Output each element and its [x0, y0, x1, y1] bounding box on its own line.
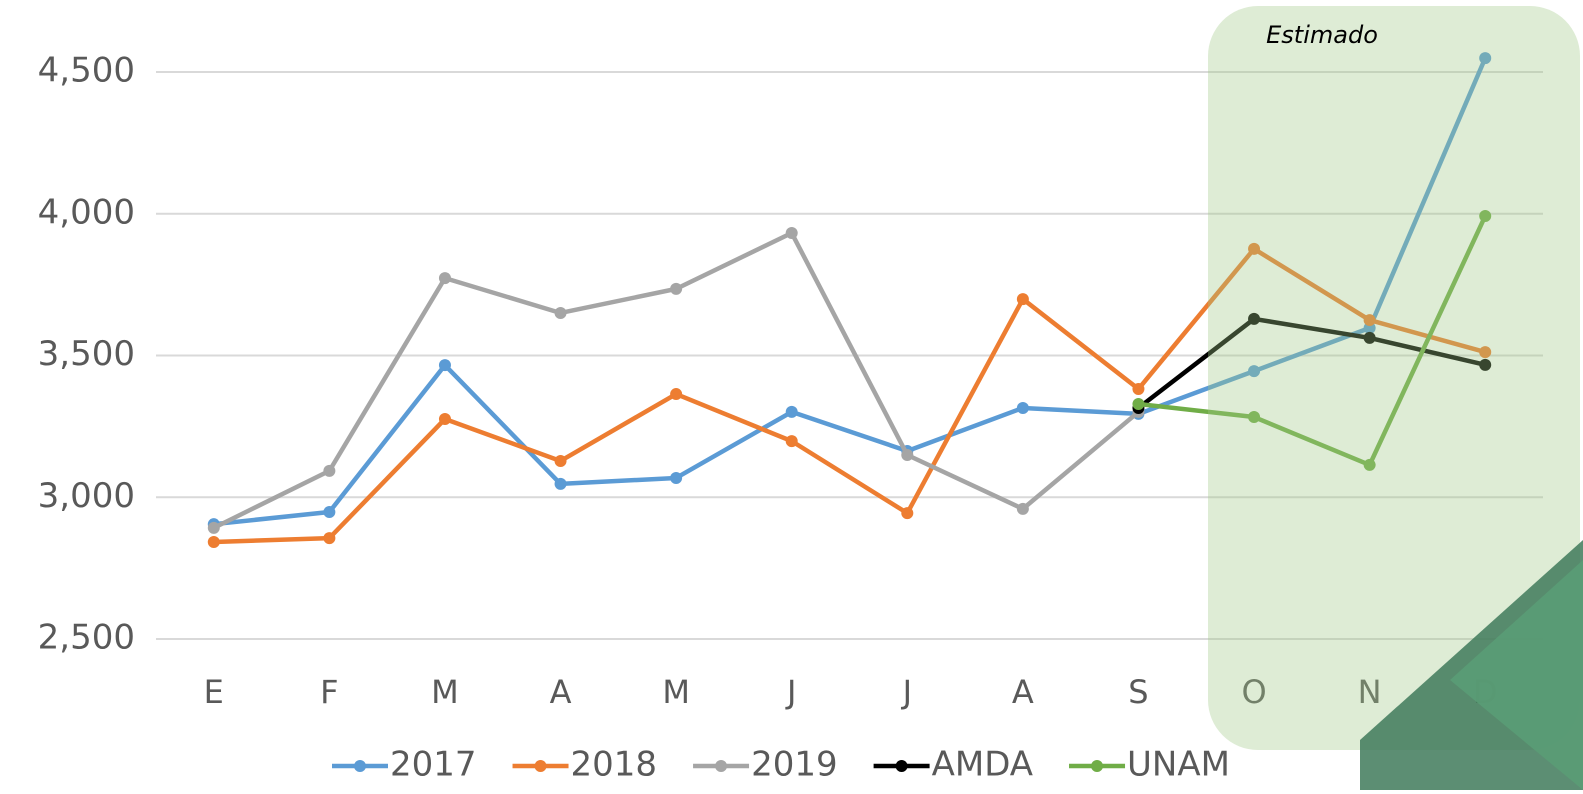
legend-marker: [1091, 760, 1104, 772]
marker: [438, 272, 451, 285]
line: [1138, 215, 1488, 468]
marker: [785, 405, 798, 418]
marker: [554, 454, 567, 467]
y-tick-label: 4,000: [38, 192, 135, 232]
marker: [207, 521, 220, 534]
line: [213, 246, 1486, 545]
marker: [1363, 314, 1376, 327]
marker: [1132, 382, 1145, 395]
legend-label: AMDA: [932, 745, 1033, 785]
marker: [1016, 401, 1029, 414]
line: [213, 57, 1488, 527]
legend-marker: [715, 760, 728, 772]
marker: [1016, 502, 1029, 515]
y-tick-label: 3,000: [38, 476, 135, 516]
legend-label: 2017: [390, 745, 477, 785]
marker: [1248, 312, 1261, 325]
x-tick-label: J: [785, 673, 796, 711]
marker: [1248, 242, 1261, 255]
x-tick-label: A: [550, 673, 572, 711]
plot: [207, 52, 1492, 549]
marker: [1132, 397, 1145, 410]
x-tick-label: N: [1358, 673, 1382, 711]
y-tick-label: 4,500: [38, 51, 135, 91]
x-tick-label: M: [662, 673, 690, 711]
x-tick-label: E: [204, 673, 224, 711]
marker: [1363, 331, 1376, 344]
legend-marker: [534, 760, 547, 772]
marker: [1016, 293, 1029, 306]
legend-label: UNAM: [1127, 745, 1230, 785]
marker: [670, 282, 683, 295]
legend-label: 2019: [751, 745, 838, 785]
marker: [438, 413, 451, 426]
marker: [438, 359, 451, 372]
marker: [1363, 458, 1376, 471]
marker: [1479, 52, 1492, 65]
marker: [1479, 346, 1492, 359]
y-tick-label: 2,500: [38, 618, 135, 658]
marker: [207, 536, 220, 549]
marker: [323, 464, 336, 477]
x-tick-label: S: [1128, 673, 1148, 711]
marker: [901, 507, 914, 520]
marker: [1248, 365, 1261, 378]
marker: [323, 532, 336, 545]
legend-label: 2018: [571, 745, 658, 785]
marker: [785, 227, 798, 240]
line: [1137, 316, 1486, 410]
marker: [554, 477, 567, 490]
marker: [323, 505, 336, 518]
x-tick-label: F: [320, 673, 338, 711]
x-tick-label: M: [431, 673, 459, 711]
x-tick-label: J: [901, 673, 912, 711]
marker: [785, 435, 798, 448]
legend-marker: [895, 760, 908, 772]
marker: [670, 471, 683, 484]
marker: [670, 388, 683, 401]
marker: [554, 306, 567, 319]
decoration: [1450, 560, 1583, 790]
legend: 2017 2018 2019 AMDA UNAM: [332, 745, 1230, 785]
marker: [901, 449, 914, 462]
marker: [1479, 358, 1492, 371]
estimate-region: [1208, 6, 1580, 750]
marker: [1479, 210, 1492, 223]
y-tick-label: 3,500: [38, 334, 135, 374]
x-tick-label: O: [1241, 673, 1266, 711]
legend-marker: [354, 760, 366, 772]
marker: [1248, 411, 1261, 424]
annotation: Estimado: [1266, 21, 1378, 49]
x-tick-label: A: [1012, 673, 1034, 711]
